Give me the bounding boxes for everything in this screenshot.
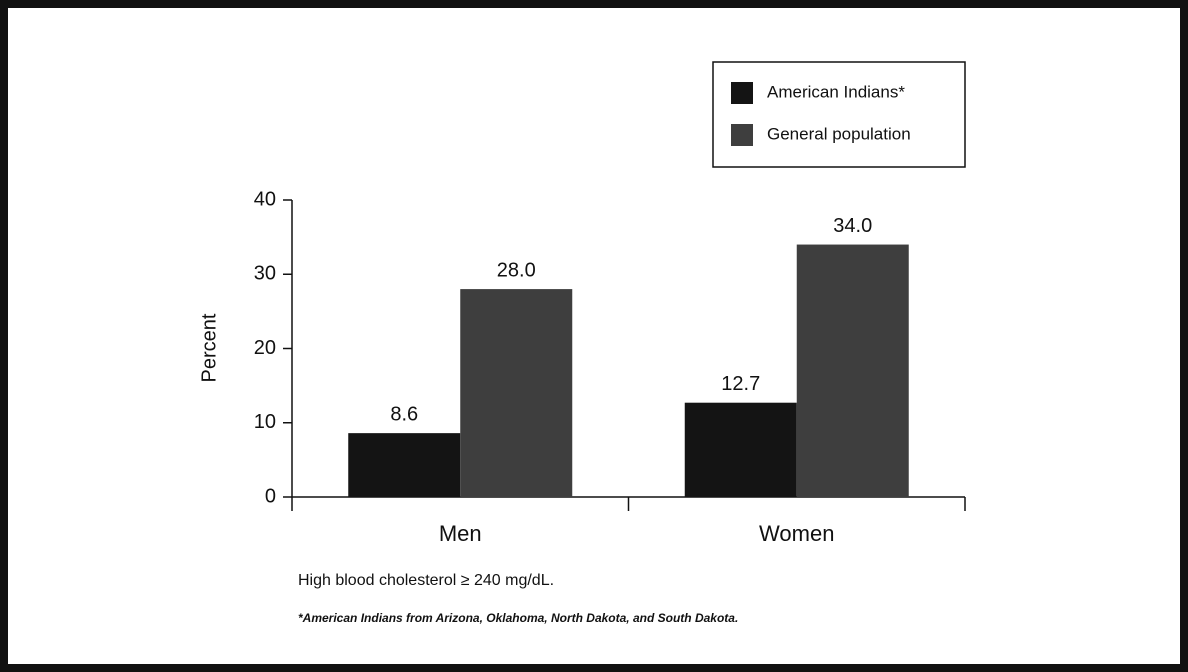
legend-box (712, 61, 966, 168)
y-tick-label: 10 (254, 411, 276, 433)
footnote: *American Indians from Arizona, Oklahoma… (298, 611, 738, 625)
bar (796, 244, 909, 497)
legend-swatch (731, 124, 753, 146)
legend-label: American Indians* (767, 82, 905, 101)
y-tick-label: 40 (254, 188, 276, 210)
footnote: High blood cholesterol ≥ 240 mg/dL. (298, 572, 554, 589)
y-tick-label: 0 (265, 485, 276, 507)
data-label: 34.0 (833, 215, 872, 237)
y-tick-label: 30 (254, 263, 276, 285)
legend-swatch (731, 82, 753, 104)
data-label: 28.0 (497, 259, 536, 281)
x-tick-label: Women (759, 521, 834, 546)
data-label: 8.6 (390, 403, 418, 425)
y-axis-label: Percent (198, 313, 220, 382)
legend-label: General population (767, 124, 911, 143)
bar (684, 402, 797, 497)
bar (460, 289, 573, 497)
bar (348, 433, 461, 497)
x-tick-label: Men (439, 521, 482, 546)
y-tick-label: 20 (254, 337, 276, 359)
data-label: 12.7 (721, 373, 760, 395)
